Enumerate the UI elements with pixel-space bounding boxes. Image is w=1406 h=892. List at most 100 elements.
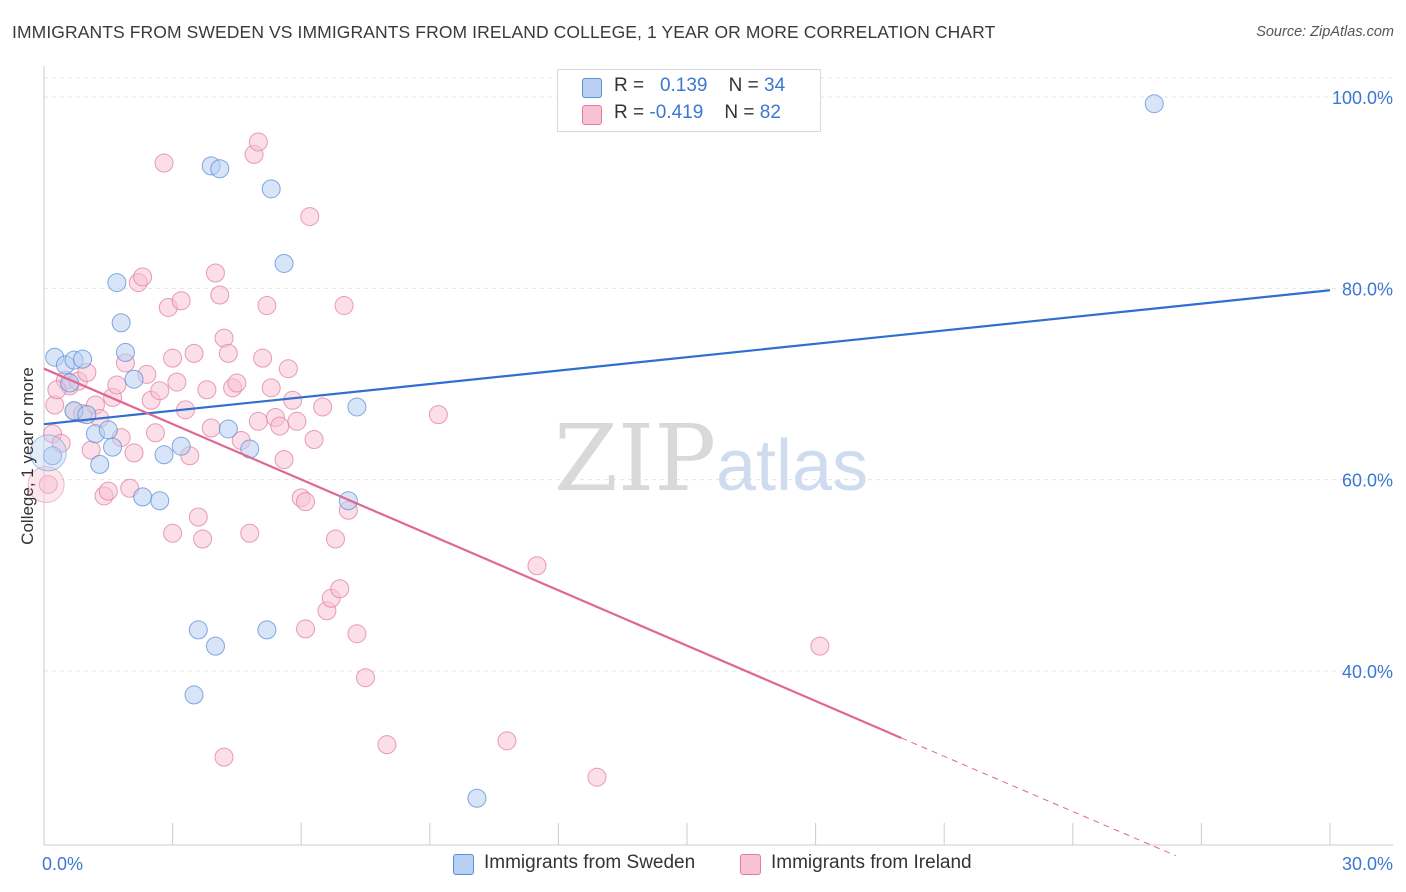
ireland-point — [154, 153, 174, 173]
ireland-point — [107, 375, 127, 395]
ireland-point — [124, 443, 144, 463]
ireland-point — [184, 343, 204, 363]
bottom-legend-label-ireland: Immigrants from Ireland — [771, 852, 972, 873]
ireland-point — [227, 373, 247, 393]
ireland-point — [347, 624, 367, 644]
gridlines — [44, 77, 1393, 672]
bottom-legend-swatch-ireland — [740, 854, 761, 875]
sweden-point — [43, 446, 63, 466]
sweden-point — [1144, 94, 1164, 114]
ireland-point — [428, 405, 448, 425]
watermark: ZIP atlas — [554, 405, 868, 512]
y-axis-label: College, 1 year or more — [18, 367, 37, 545]
sweden-point — [133, 487, 153, 507]
sweden-point — [171, 436, 191, 456]
ireland-point — [188, 507, 208, 527]
ireland-point — [527, 556, 547, 576]
ireland-trend-line — [901, 737, 1176, 857]
sweden-point — [150, 491, 170, 511]
ireland-point — [295, 492, 315, 512]
sweden-point — [205, 636, 225, 656]
legend-r-label: R = — [614, 75, 645, 96]
watermark-zip: ZIP — [554, 405, 716, 512]
ireland-point — [300, 207, 320, 227]
sweden-point — [261, 179, 281, 199]
ireland-point-large — [27, 465, 65, 503]
ireland-point — [377, 735, 397, 755]
x-tick-labels: 0.0% 30.0% — [42, 854, 1393, 874]
ireland-point — [205, 263, 225, 283]
sweden-point — [90, 454, 110, 474]
ireland-point — [278, 359, 298, 379]
sweden-point — [467, 788, 487, 808]
ireland-point — [287, 411, 307, 431]
ireland-point — [257, 296, 277, 316]
ireland-trend-line — [43, 367, 902, 739]
ireland-point — [253, 348, 273, 368]
legend-swatch-sweden — [582, 78, 602, 98]
ireland-point — [145, 423, 165, 443]
ireland-point — [330, 579, 350, 599]
legend-r-value-sweden: 0.139 — [659, 75, 708, 96]
y-tick-label: 80.0% — [1342, 279, 1393, 299]
ireland-point — [201, 418, 221, 438]
legend-n-value-sweden: 34 — [764, 75, 786, 96]
ireland-point — [133, 267, 153, 287]
ireland-point — [214, 747, 234, 767]
sweden-point — [257, 620, 277, 640]
ireland-point — [810, 636, 830, 656]
sweden-point — [188, 620, 208, 640]
y-tick-label: 100.0% — [1332, 88, 1393, 108]
ireland-point — [325, 529, 345, 549]
ireland-point — [171, 291, 191, 311]
ireland-point — [261, 378, 281, 398]
ireland-point — [150, 381, 170, 401]
sweden-point — [115, 342, 135, 362]
legend-r-label: R = — [614, 102, 645, 123]
ireland-point — [218, 343, 238, 363]
y-tick-labels: 100.0% 80.0% 60.0% 40.0% — [1332, 88, 1393, 682]
sweden-point — [107, 273, 127, 293]
legend-swatch-ireland — [582, 105, 602, 125]
sweden-point — [154, 445, 174, 465]
ireland-point — [304, 429, 324, 449]
ireland-point — [497, 731, 517, 751]
sweden-point — [111, 313, 131, 333]
ireland-point — [240, 523, 260, 543]
legend-n-label: N = — [728, 75, 759, 96]
ireland-point — [274, 450, 294, 470]
ireland-point — [197, 380, 217, 400]
ireland-point — [193, 529, 213, 549]
ireland-point — [163, 523, 183, 543]
sweden-point — [103, 437, 123, 457]
sweden-point — [73, 349, 93, 369]
ireland-point — [163, 348, 183, 368]
legend-n-label: N = — [724, 102, 755, 123]
sweden-point — [184, 685, 204, 705]
sweden-point — [274, 253, 294, 273]
sweden-point — [98, 420, 118, 440]
sweden-point — [347, 397, 367, 417]
ireland-point — [248, 411, 268, 431]
trend-lines — [43, 289, 1331, 857]
ireland-point — [356, 668, 375, 688]
source-credit: Source: ZipAtlas.com — [1256, 24, 1394, 40]
legend-n-value-ireland: 82 — [759, 102, 781, 123]
axes — [43, 66, 1393, 846]
ireland-point — [587, 767, 607, 787]
ireland-point — [98, 481, 118, 501]
chart-title: IMMIGRANTS FROM SWEDEN VS IMMIGRANTS FRO… — [12, 22, 996, 42]
ireland-point — [38, 474, 58, 494]
legend-r-value-ireland: -0.419 — [649, 102, 704, 123]
ireland-point — [270, 416, 290, 436]
ireland-point — [248, 132, 268, 152]
ireland-point — [295, 619, 315, 639]
bottom-legend-label-sweden: Immigrants from Sweden — [484, 852, 696, 873]
y-tick-label: 60.0% — [1342, 471, 1393, 491]
x-tick-label: 30.0% — [1342, 854, 1393, 874]
ireland-point — [334, 296, 354, 316]
watermark-atlas: atlas — [716, 426, 868, 506]
ireland-point — [210, 285, 230, 305]
x-tick-label: 0.0% — [42, 854, 83, 874]
